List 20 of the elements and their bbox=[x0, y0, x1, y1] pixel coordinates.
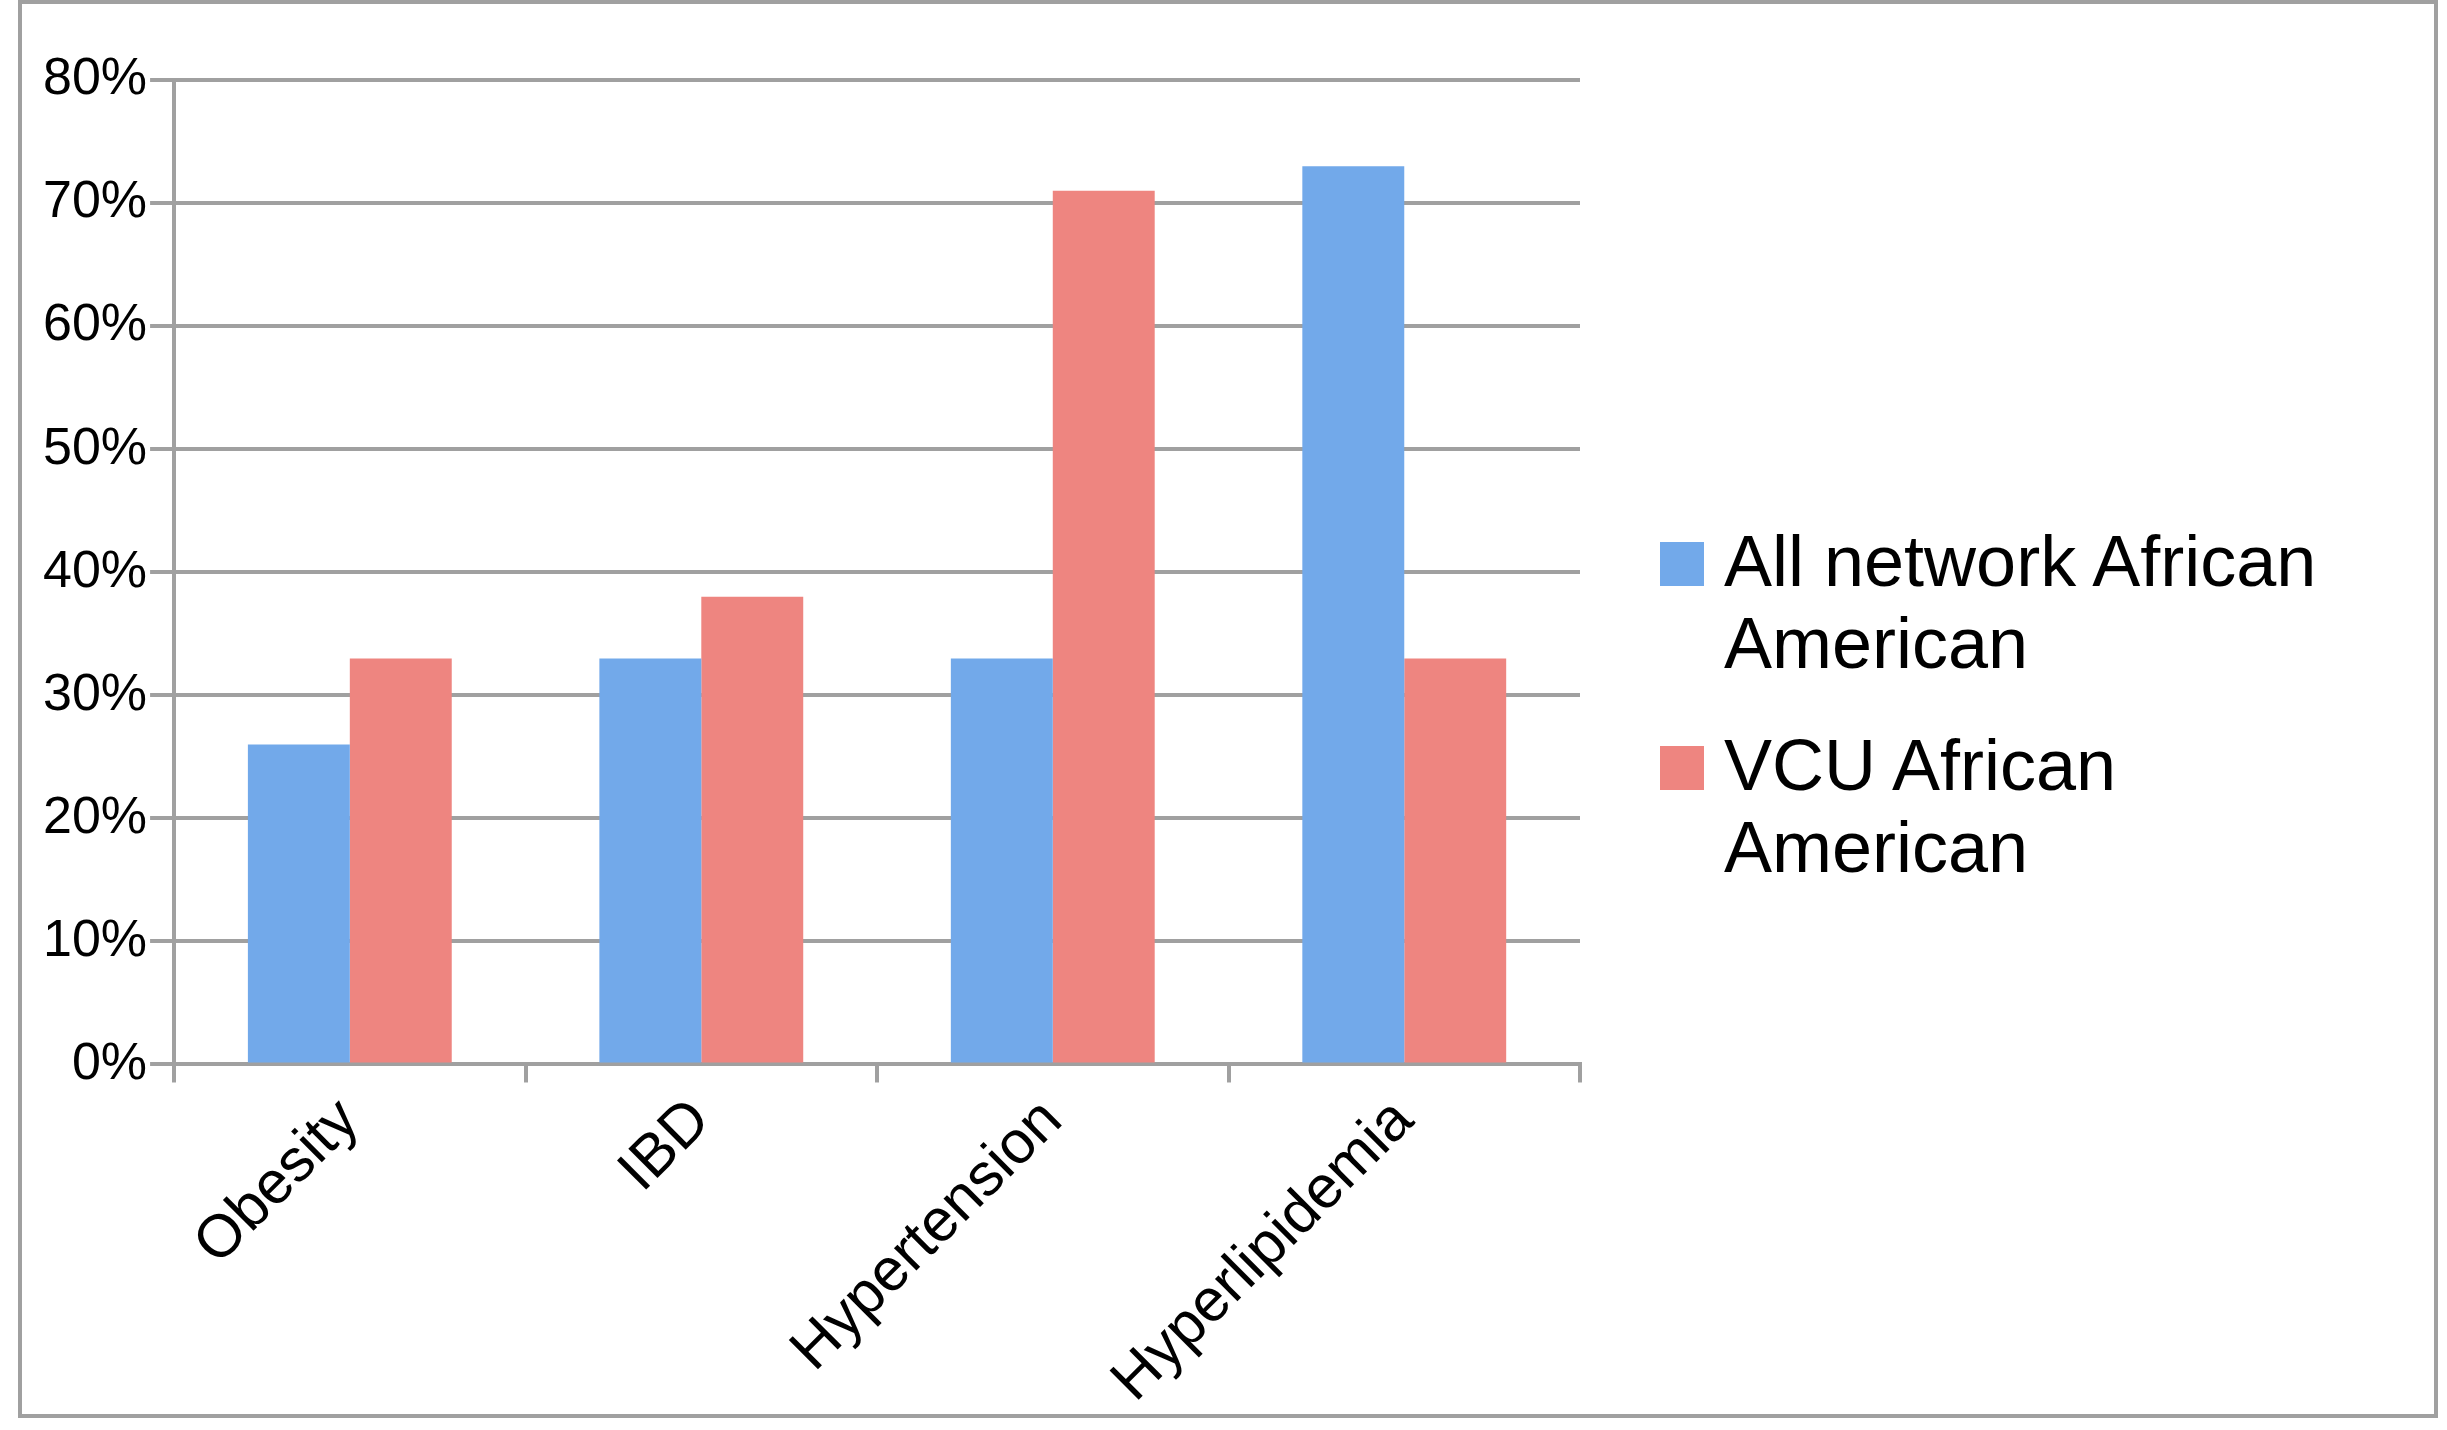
bar bbox=[247, 744, 350, 1063]
legend-label: All network African American bbox=[1724, 520, 2318, 684]
y-tick-label: 10% bbox=[43, 908, 148, 967]
bar bbox=[1302, 166, 1405, 1063]
bar bbox=[1052, 190, 1155, 1063]
bar bbox=[1404, 658, 1507, 1063]
x-tick-label: IBD bbox=[604, 1084, 723, 1203]
y-tick-label: 60% bbox=[43, 293, 148, 352]
bar bbox=[349, 658, 452, 1063]
legend-label: VCU African American bbox=[1724, 724, 2118, 888]
y-tick-label: 50% bbox=[43, 416, 148, 475]
y-tick-label: 30% bbox=[43, 662, 148, 721]
y-tick-label: 70% bbox=[43, 170, 148, 229]
y-tick-label: 40% bbox=[43, 539, 148, 598]
bar bbox=[701, 596, 804, 1063]
y-tick-label: 0% bbox=[71, 1031, 148, 1090]
bar bbox=[950, 658, 1053, 1063]
bar bbox=[599, 658, 702, 1063]
y-tick-label: 20% bbox=[43, 785, 148, 844]
y-tick-label: 80% bbox=[43, 47, 148, 106]
